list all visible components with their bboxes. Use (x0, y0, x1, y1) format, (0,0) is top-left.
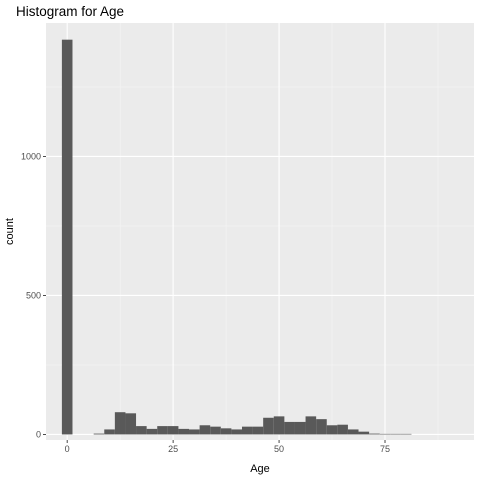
histogram-bar (178, 428, 190, 435)
histogram-bar (231, 429, 242, 435)
histogram-bars (61, 39, 412, 435)
x-tick-label: 75 (380, 444, 390, 454)
histogram-bar (263, 417, 274, 435)
y-tick-label: 500 (26, 290, 41, 300)
histogram-bar (379, 433, 391, 435)
histogram-bar (390, 433, 401, 435)
histogram-bar (157, 426, 168, 435)
histogram-bar (136, 426, 147, 435)
histogram-bar (61, 39, 73, 435)
histogram-bar (210, 426, 221, 435)
x-axis: 0 25 50 75 (65, 440, 390, 454)
histogram-bar (252, 426, 264, 435)
histogram-bar (358, 431, 370, 435)
histogram-bar (326, 425, 338, 435)
x-tick-label: 50 (274, 444, 284, 454)
x-tick-label: 0 (65, 444, 70, 454)
histogram-bar (199, 425, 211, 435)
y-tick-label: 0 (36, 429, 41, 439)
histogram-bar (347, 429, 359, 435)
histogram-bar (305, 416, 317, 435)
y-tick-label: 1000 (21, 151, 41, 161)
histogram-bar (220, 428, 232, 435)
y-axis-title: count (4, 218, 16, 245)
histogram-bar (369, 433, 380, 435)
histogram-bar (400, 433, 412, 435)
histogram-bar (114, 412, 126, 435)
histogram-bar (125, 413, 137, 435)
x-tick-label: 25 (168, 444, 178, 454)
histogram-bar (189, 429, 200, 435)
chart-title: Histogram for Age (16, 4, 124, 19)
plot-panel (46, 23, 474, 440)
histogram-bar (316, 419, 327, 435)
minor-gridlines (46, 23, 474, 440)
histogram-bar (241, 426, 253, 435)
histogram-bar (337, 424, 348, 435)
x-axis-title: Age (250, 463, 270, 475)
histogram-bar (167, 426, 179, 435)
histogram-bar (284, 421, 295, 435)
y-axis: 0 500 1000 (21, 151, 46, 439)
histogram-bar (273, 416, 285, 435)
histogram-bar (294, 421, 306, 435)
histogram-bar (146, 428, 158, 435)
histogram-bar (104, 429, 115, 435)
histogram-bar (93, 433, 105, 435)
